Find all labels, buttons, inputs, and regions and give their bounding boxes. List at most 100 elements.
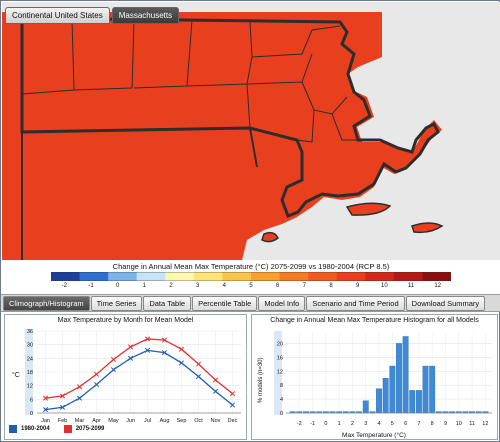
histogram-xlabel: Max Temperature (°C) <box>342 431 406 439</box>
histogram-xtick: 9 <box>444 421 447 427</box>
legend-color-cell <box>251 272 280 281</box>
histogram-bar <box>382 378 389 414</box>
series-point-2075-2099 <box>195 361 202 367</box>
state-border <box>20 16 440 218</box>
tab-time-series[interactable]: Time Series <box>90 295 143 311</box>
legend-tick-label: 12 <box>434 283 441 289</box>
climograph-xtick: Dec <box>228 418 238 424</box>
tab-download-summary[interactable]: Download Summary <box>405 295 486 311</box>
histogram-xtick: 1 <box>338 421 341 427</box>
point-mark <box>76 384 83 390</box>
massachusetts-map[interactable] <box>2 2 500 260</box>
point-mark <box>127 355 134 361</box>
climograph-xtick: Sep <box>177 418 187 424</box>
legend-tick-label: 10 <box>380 283 388 289</box>
tab-model-info[interactable]: Model Info <box>258 295 306 311</box>
point-mark <box>178 346 185 352</box>
series-point-2075-2099 <box>127 344 134 350</box>
point-mark <box>229 402 236 408</box>
point-mark <box>161 350 168 356</box>
point-mark <box>110 367 117 373</box>
series-point-2075-2099 <box>212 377 219 383</box>
series-point-2075-2099 <box>59 393 66 399</box>
series-point-1980-2004 <box>144 347 151 353</box>
color-legend: Change in Annual Mean Max Temperature (°… <box>1 260 500 294</box>
series-point-2075-2099 <box>42 395 49 401</box>
map-tab-continental-us[interactable]: Continental United States <box>5 7 110 24</box>
histogram-bar <box>409 390 416 414</box>
histogram-xtick: 0 <box>324 421 327 427</box>
climograph-ytick: 30 <box>27 343 33 349</box>
point-mark <box>93 381 100 388</box>
legend-swatch-2075-2099 <box>63 425 72 433</box>
series-point-2075-2099 <box>161 337 168 343</box>
climograph-xtick: Jan <box>41 418 50 424</box>
legend-colorbar <box>51 272 451 281</box>
legend-color-cell <box>108 272 138 281</box>
histogram-ytick: 16 <box>277 355 283 361</box>
histogram-xtick: 11 <box>469 421 475 427</box>
histogram-ytick: 0 <box>280 411 283 417</box>
climograph-legend: 1980-2004 2075-2099 <box>9 425 104 433</box>
climograph-panel: Max Temperature by Month for Mean Model … <box>4 314 247 440</box>
series-point-1980-2004 <box>110 367 117 373</box>
histogram-ytick: 4 <box>280 397 283 403</box>
histogram-xtick: 5 <box>391 421 394 427</box>
histogram-bar <box>396 343 402 414</box>
series-line-2075-2099 <box>45 338 233 399</box>
island-elizabeth <box>261 231 279 243</box>
legend-label-2075-2099: 2075-2099 <box>75 426 105 432</box>
series-point-1980-2004 <box>212 388 219 394</box>
point-mark <box>42 407 49 413</box>
y-scroll-strip <box>274 331 282 415</box>
legend-label-1980-2004: 1980-2004 <box>21 426 50 432</box>
map-tab-massachusetts[interactable]: Massachusetts <box>111 7 180 24</box>
tab-percentile-table[interactable]: Percentile Table <box>192 295 258 311</box>
climograph-title: Max Temperature by Month for Mean Model <box>57 317 194 324</box>
state-fill <box>2 12 442 260</box>
map-view[interactable]: Continental United States Massachusetts <box>2 2 500 260</box>
histogram-xtick: 8 <box>431 421 434 427</box>
climograph-xtick: Jul <box>144 418 151 424</box>
climograph-xtick: Nov <box>211 418 221 424</box>
series-point-1980-2004 <box>127 355 134 361</box>
histogram-bar <box>362 400 369 414</box>
tab-data-table[interactable]: Data Table <box>143 295 192 311</box>
climograph-ytick: 6 <box>30 397 33 403</box>
county-lines <box>21 19 358 143</box>
tab-bar: Climograph/Histogram Time Series Data Ta… <box>1 294 500 312</box>
legend-tick-label: 8 <box>329 283 333 289</box>
legend-tick-label: 7 <box>302 283 306 289</box>
point-mark <box>195 361 202 367</box>
series-point-1980-2004 <box>195 374 202 380</box>
point-mark <box>195 374 202 380</box>
legend-tick-label: 3 <box>195 283 200 289</box>
point-mark <box>76 395 83 401</box>
climograph-xtick: Jun <box>126 418 135 424</box>
point-mark <box>161 337 168 343</box>
legend-item-1980-2004: 1980-2004 <box>9 425 50 433</box>
histogram-bar <box>389 365 396 414</box>
histogram-xtick: 3 <box>364 421 367 427</box>
series-point-1980-2004 <box>229 402 236 408</box>
tab-climograph-histogram[interactable]: Climograph/Histogram <box>3 295 90 311</box>
legend-title: Change in Annual Mean Max Temperature (°… <box>112 262 390 271</box>
legend-color-cell <box>393 272 423 281</box>
legend-color-cell <box>422 272 451 281</box>
histogram-xtick: -2 <box>297 421 302 427</box>
legend-tick-label: 4 <box>222 283 226 289</box>
histogram-ylabel: % models (n=30) <box>258 357 264 403</box>
point-mark <box>212 388 219 394</box>
point-mark <box>178 360 185 366</box>
climograph-xtick: Oct <box>194 418 203 424</box>
series-point-2075-2099 <box>93 371 100 377</box>
series-point-1980-2004 <box>93 381 100 388</box>
point-mark <box>59 393 66 399</box>
legend-color-cell <box>222 272 252 281</box>
legend-tick-label: 11 <box>407 283 415 289</box>
histogram-xtick: 2 <box>351 421 354 427</box>
legend-color-cell <box>308 272 338 281</box>
series-point-2075-2099 <box>76 384 83 390</box>
tab-scenario-time-period[interactable]: Scenario and Time Period <box>306 295 405 311</box>
histogram-ytick: 12 <box>277 369 283 375</box>
